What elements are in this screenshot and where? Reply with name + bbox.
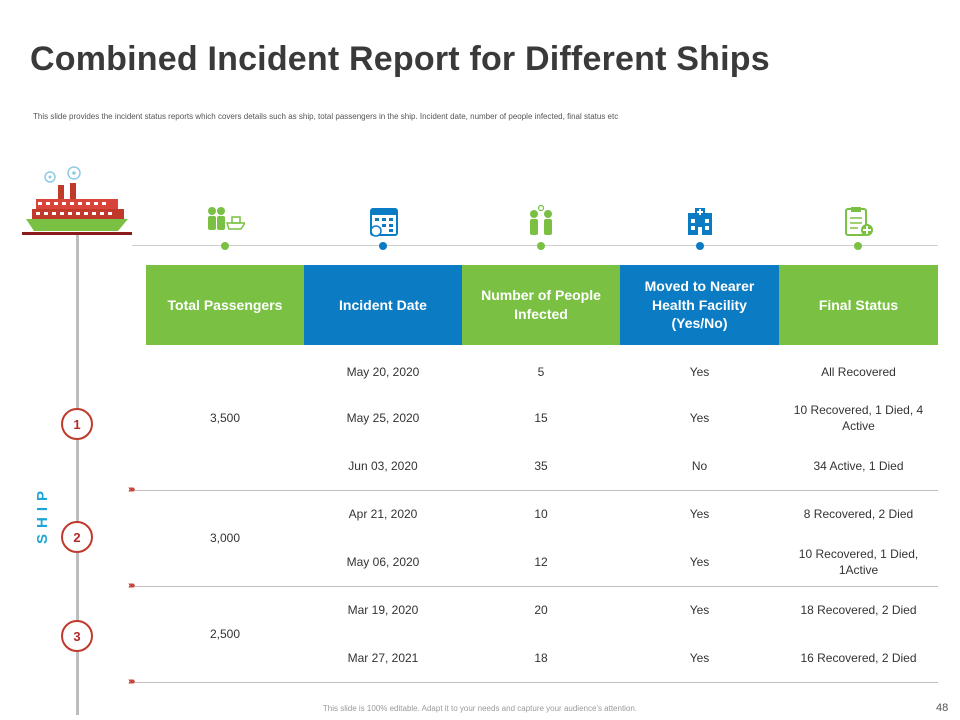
slide-description: This slide provides the incident status … <box>33 112 619 121</box>
table-cell-date: May 25, 2020 <box>346 410 420 425</box>
table-cell-status: 8 Recovered, 2 Died <box>803 506 914 521</box>
table-cell-infected: 35 <box>534 458 548 473</box>
table-cell-infected: 12 <box>534 554 548 569</box>
ship-number-2: 2 <box>61 521 93 553</box>
table-cell-date: May 06, 2020 <box>346 554 420 569</box>
page-title: Combined Incident Report for Different S… <box>30 40 770 78</box>
header-incident-date: Incident Date <box>304 265 462 345</box>
ship-side-label: SHIP <box>34 485 51 545</box>
table-cell-infected: 5 <box>537 364 545 379</box>
section-divider-1 <box>132 490 938 491</box>
table-cell-moved: Yes <box>689 602 710 617</box>
table-cell-date: Mar 27, 2021 <box>347 650 419 665</box>
table-cell-status: 16 Recovered, 2 Died <box>800 650 917 665</box>
ship-baseline <box>22 232 132 235</box>
hospital-icon <box>688 208 712 235</box>
table-cell-date: Mar 19, 2020 <box>347 602 419 617</box>
table-cell-moved: No <box>691 458 708 473</box>
table-cell-status: 10 Recovered, 1 Died, 1Active <box>798 546 919 577</box>
table-cell-moved: Yes <box>689 554 710 569</box>
table-cell-status: 34 Active, 1 Died <box>813 458 904 473</box>
section-divider-3 <box>132 682 938 683</box>
ship-2-passengers: 3,000 <box>209 530 241 545</box>
timeline-dot-1 <box>221 242 229 250</box>
timeline-horizontal-line <box>132 245 938 246</box>
timeline-dot-3 <box>537 242 545 250</box>
calendar-icon <box>370 208 398 237</box>
footer-note: This slide is 100% editable. Adapt it to… <box>322 704 638 713</box>
table-cell-date: May 20, 2020 <box>346 364 420 379</box>
table-cell-moved: Yes <box>689 650 710 665</box>
timeline-dot-5 <box>854 242 862 250</box>
header-moved-health-facility: Moved to Nearer Health Facility (Yes/No) <box>620 265 779 345</box>
table-cell-infected: 15 <box>534 410 548 425</box>
table-cell-moved: Yes <box>689 410 710 425</box>
table-cell-moved: Yes <box>689 506 710 521</box>
chevron-arrows-icon: ›››› <box>128 676 135 687</box>
infected-people-icon <box>530 205 552 235</box>
table-cell-status: All Recovered <box>821 364 896 379</box>
ship-number-3: 3 <box>61 620 93 652</box>
timeline-dot-2 <box>379 242 387 250</box>
chevron-arrows-icon: ›››› <box>128 484 135 495</box>
table-cell-infected: 18 <box>534 650 548 665</box>
table-cell-status: 10 Recovered, 1 Died, 4 Active <box>793 402 924 433</box>
timeline-vertical-line <box>76 235 79 715</box>
table-cell-date: Apr 21, 2020 <box>348 506 418 521</box>
ship-number-1: 1 <box>61 408 93 440</box>
clipboard-status-icon <box>845 207 873 236</box>
table-cell-date: Jun 03, 2020 <box>348 458 418 473</box>
passengers-ship-icon <box>208 207 245 230</box>
header-total-passengers: Total Passengers <box>146 265 304 345</box>
table-cell-infected: 10 <box>534 506 548 521</box>
section-divider-2 <box>132 586 938 587</box>
cruise-ship-icon <box>26 166 128 231</box>
ship-3-passengers: 2,500 <box>209 626 241 641</box>
table-cell-moved: Yes <box>689 364 710 379</box>
timeline-dot-4 <box>696 242 704 250</box>
ship-1-passengers: 3,500 <box>209 410 241 425</box>
header-final-status: Final Status <box>779 265 938 345</box>
table-cell-infected: 20 <box>534 602 548 617</box>
header-people-infected: Number of People Infected <box>462 265 620 345</box>
table-cell-status: 18 Recovered, 2 Died <box>800 602 917 617</box>
chevron-arrows-icon: ›››› <box>128 580 135 591</box>
page-number: 48 <box>936 702 949 714</box>
